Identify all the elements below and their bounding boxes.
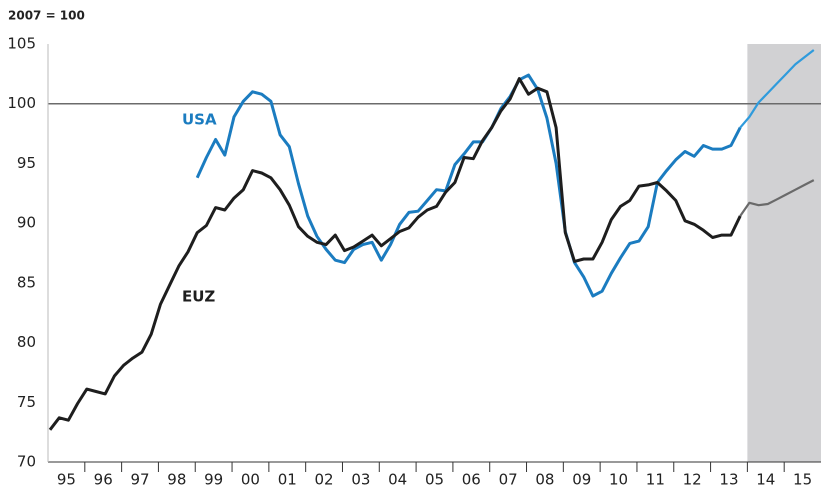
series-label: EUZ (182, 288, 215, 306)
y-tick-label: 70 (17, 453, 36, 471)
x-tick-label: 02 (315, 471, 334, 489)
y-axis-label: 2007 = 100 (8, 9, 85, 23)
y-tick-label: 105 (7, 35, 36, 53)
x-tick-label: 07 (499, 471, 518, 489)
y-tick-label: 90 (17, 214, 36, 232)
x-tick-label: 10 (609, 471, 628, 489)
series-line (48, 77, 742, 431)
x-tick-label: 98 (167, 471, 186, 489)
y-tick-label: 80 (17, 333, 36, 351)
forecast-line (739, 179, 815, 217)
x-tick-label: 11 (646, 471, 665, 489)
x-tick-label: 06 (462, 471, 481, 489)
x-tick-label: 15 (793, 471, 812, 489)
x-tick-label: 05 (425, 471, 444, 489)
y-tick-label: 100 (7, 94, 36, 112)
forecast-shade (747, 44, 821, 462)
x-tick-label: 00 (241, 471, 260, 489)
x-tick-label: 14 (756, 471, 775, 489)
y-tick-label: 85 (17, 273, 36, 291)
x-tick-label: 13 (719, 471, 738, 489)
x-tick-label: 95 (57, 471, 76, 489)
x-tick-label: 08 (535, 471, 554, 489)
x-tick-label: 09 (572, 471, 591, 489)
series-label: USA (182, 111, 217, 129)
series-line (195, 73, 742, 298)
forecast-line (739, 49, 815, 129)
x-tick-label: 12 (683, 471, 702, 489)
x-tick-label: 96 (94, 471, 113, 489)
x-tick-label: 03 (351, 471, 370, 489)
x-tick-label: 04 (388, 471, 407, 489)
y-tick-label: 75 (17, 393, 36, 411)
x-tick-label: 01 (278, 471, 297, 489)
x-tick-label: 97 (130, 471, 149, 489)
x-tick-label: 99 (204, 471, 223, 489)
y-tick-label: 95 (17, 154, 36, 172)
